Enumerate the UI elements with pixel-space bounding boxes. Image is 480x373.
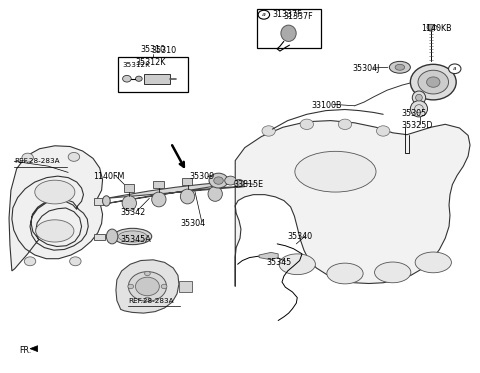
Circle shape [70,257,81,266]
Bar [209,175,220,182]
Text: 31337F: 31337F [283,12,312,21]
Ellipse shape [114,228,152,245]
Circle shape [135,277,159,296]
Ellipse shape [180,189,195,204]
Bar [179,281,192,292]
Bar [95,233,105,240]
Ellipse shape [374,262,411,283]
Bar [182,178,192,185]
Circle shape [338,119,352,129]
Text: 33100B: 33100B [312,101,342,110]
Polygon shape [107,181,245,204]
Circle shape [24,257,36,266]
Polygon shape [259,253,278,260]
Text: 35309: 35309 [190,172,215,181]
Circle shape [262,126,276,136]
Ellipse shape [279,254,315,275]
Text: 35325D: 35325D [401,121,433,130]
Bar [123,184,134,192]
Circle shape [427,24,435,30]
Text: 35310: 35310 [140,45,166,54]
Ellipse shape [410,64,456,100]
Text: 35342: 35342 [120,208,146,217]
Polygon shape [30,346,37,352]
Text: 35304J: 35304J [352,63,380,72]
Ellipse shape [412,91,426,104]
Ellipse shape [427,77,440,87]
Circle shape [22,153,34,162]
Circle shape [376,126,390,136]
Text: 35340: 35340 [288,232,313,241]
Text: a: a [262,12,266,17]
Text: FR.: FR. [20,346,32,355]
Circle shape [144,271,150,276]
Ellipse shape [103,196,110,206]
Text: REF.28-283A: REF.28-283A [14,158,60,164]
Ellipse shape [295,151,376,192]
Polygon shape [417,69,450,82]
Ellipse shape [107,229,118,244]
Ellipse shape [35,180,75,204]
Ellipse shape [415,252,451,273]
Ellipse shape [281,25,296,41]
Circle shape [214,177,223,184]
Bar [144,74,170,84]
Ellipse shape [327,263,363,284]
Text: 35345: 35345 [266,258,291,267]
Ellipse shape [418,70,448,94]
Text: 35312K: 35312K [135,57,166,67]
Circle shape [161,284,167,289]
Ellipse shape [152,192,166,207]
Bar [118,57,188,92]
Polygon shape [116,260,179,313]
Ellipse shape [36,220,74,242]
Circle shape [122,75,131,82]
Circle shape [68,153,80,162]
Ellipse shape [410,101,428,117]
Circle shape [448,64,461,73]
Ellipse shape [416,94,422,101]
Ellipse shape [118,231,147,242]
Circle shape [135,76,142,81]
Text: REF.28-283A: REF.28-283A [128,298,173,304]
Bar [257,9,321,48]
Polygon shape [235,120,470,286]
Text: 1140KB: 1140KB [421,24,452,33]
Text: 35305: 35305 [401,109,427,118]
Text: 1140FM: 1140FM [94,172,125,181]
Polygon shape [9,146,103,271]
Ellipse shape [122,196,136,211]
Text: 35310: 35310 [151,46,176,55]
Bar [153,181,164,188]
Text: 33815E: 33815E [234,180,264,189]
Text: 35312K: 35312K [122,62,150,68]
Circle shape [128,272,167,301]
Circle shape [128,284,133,289]
Ellipse shape [208,186,222,201]
Text: 35345A: 35345A [120,235,152,244]
Circle shape [144,297,150,302]
Text: a: a [453,66,456,71]
Text: 31337F: 31337F [273,10,302,19]
Ellipse shape [395,64,405,70]
Text: 35304: 35304 [180,219,205,228]
Circle shape [234,179,244,187]
Circle shape [225,176,236,185]
Circle shape [209,173,228,188]
Circle shape [300,119,313,129]
Ellipse shape [389,62,410,73]
Bar [95,198,105,205]
